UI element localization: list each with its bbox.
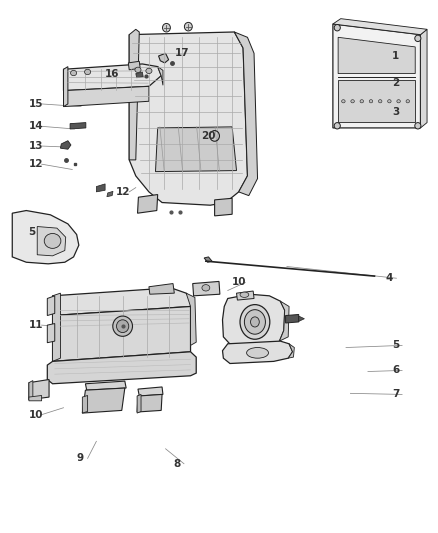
Polygon shape bbox=[96, 184, 105, 192]
Polygon shape bbox=[64, 86, 149, 107]
Polygon shape bbox=[137, 394, 141, 413]
Text: 5: 5 bbox=[392, 341, 399, 350]
Text: 10: 10 bbox=[28, 410, 43, 419]
Text: 7: 7 bbox=[392, 390, 399, 399]
Polygon shape bbox=[223, 341, 293, 364]
Text: 17: 17 bbox=[175, 49, 190, 58]
Ellipse shape bbox=[334, 25, 340, 31]
Polygon shape bbox=[234, 32, 258, 196]
Polygon shape bbox=[215, 198, 232, 216]
Polygon shape bbox=[12, 211, 79, 264]
Polygon shape bbox=[138, 195, 158, 213]
Polygon shape bbox=[420, 29, 427, 128]
Ellipse shape bbox=[117, 320, 129, 333]
Polygon shape bbox=[53, 288, 191, 316]
Polygon shape bbox=[107, 191, 113, 197]
Ellipse shape bbox=[351, 100, 354, 103]
Ellipse shape bbox=[85, 69, 91, 75]
Polygon shape bbox=[279, 301, 289, 341]
Text: 5: 5 bbox=[28, 228, 36, 237]
Ellipse shape bbox=[342, 100, 345, 103]
Text: 16: 16 bbox=[105, 69, 120, 78]
Polygon shape bbox=[138, 387, 163, 396]
Polygon shape bbox=[128, 61, 140, 70]
Polygon shape bbox=[193, 281, 220, 296]
Polygon shape bbox=[47, 324, 55, 343]
Polygon shape bbox=[186, 293, 196, 345]
Text: 8: 8 bbox=[173, 459, 180, 469]
Ellipse shape bbox=[44, 233, 61, 248]
Ellipse shape bbox=[240, 305, 270, 339]
Ellipse shape bbox=[162, 23, 170, 32]
Polygon shape bbox=[53, 293, 60, 361]
Ellipse shape bbox=[397, 100, 400, 103]
Polygon shape bbox=[82, 388, 125, 413]
Ellipse shape bbox=[202, 285, 210, 291]
Polygon shape bbox=[286, 314, 299, 323]
Polygon shape bbox=[129, 32, 247, 205]
Ellipse shape bbox=[415, 35, 421, 42]
Polygon shape bbox=[333, 24, 420, 128]
Text: 9: 9 bbox=[77, 454, 84, 463]
Polygon shape bbox=[60, 141, 71, 149]
Polygon shape bbox=[29, 381, 33, 400]
Polygon shape bbox=[53, 306, 191, 361]
Text: 15: 15 bbox=[28, 99, 43, 109]
Polygon shape bbox=[82, 395, 88, 413]
Polygon shape bbox=[158, 67, 163, 85]
Ellipse shape bbox=[378, 100, 382, 103]
Polygon shape bbox=[204, 257, 212, 262]
Polygon shape bbox=[136, 72, 143, 78]
Ellipse shape bbox=[135, 67, 141, 72]
Ellipse shape bbox=[247, 348, 268, 358]
Polygon shape bbox=[223, 294, 285, 349]
Polygon shape bbox=[149, 284, 174, 294]
Ellipse shape bbox=[415, 123, 421, 129]
Polygon shape bbox=[237, 291, 254, 300]
Text: 12: 12 bbox=[28, 159, 43, 169]
Polygon shape bbox=[299, 316, 304, 321]
Text: 6: 6 bbox=[392, 366, 399, 375]
Ellipse shape bbox=[369, 100, 373, 103]
Text: 2: 2 bbox=[392, 78, 399, 87]
Text: 10: 10 bbox=[232, 278, 247, 287]
Polygon shape bbox=[29, 379, 49, 400]
Text: 14: 14 bbox=[28, 122, 43, 131]
Polygon shape bbox=[338, 80, 415, 122]
Polygon shape bbox=[47, 296, 55, 316]
Polygon shape bbox=[64, 64, 161, 91]
Ellipse shape bbox=[113, 316, 132, 336]
Polygon shape bbox=[129, 29, 139, 160]
Polygon shape bbox=[288, 344, 294, 358]
Ellipse shape bbox=[388, 100, 391, 103]
Ellipse shape bbox=[184, 22, 192, 31]
Text: 4: 4 bbox=[385, 273, 393, 283]
Polygon shape bbox=[137, 394, 162, 412]
Polygon shape bbox=[47, 352, 196, 384]
Text: 12: 12 bbox=[116, 187, 131, 197]
Ellipse shape bbox=[146, 68, 152, 74]
Polygon shape bbox=[37, 227, 66, 256]
Polygon shape bbox=[333, 19, 427, 35]
Polygon shape bbox=[159, 53, 169, 63]
Text: 3: 3 bbox=[392, 107, 399, 117]
Ellipse shape bbox=[240, 292, 249, 297]
Polygon shape bbox=[85, 381, 126, 390]
Polygon shape bbox=[64, 67, 68, 107]
Polygon shape bbox=[70, 123, 86, 129]
Polygon shape bbox=[29, 395, 42, 401]
Ellipse shape bbox=[251, 317, 259, 327]
Text: 13: 13 bbox=[28, 141, 43, 151]
Ellipse shape bbox=[360, 100, 364, 103]
Ellipse shape bbox=[334, 123, 340, 129]
Ellipse shape bbox=[244, 310, 265, 334]
Text: 11: 11 bbox=[28, 320, 43, 330]
Text: 1: 1 bbox=[392, 51, 399, 61]
Polygon shape bbox=[338, 37, 415, 74]
Polygon shape bbox=[155, 127, 237, 172]
Text: 20: 20 bbox=[201, 132, 216, 141]
Ellipse shape bbox=[71, 70, 77, 76]
Ellipse shape bbox=[406, 100, 410, 103]
